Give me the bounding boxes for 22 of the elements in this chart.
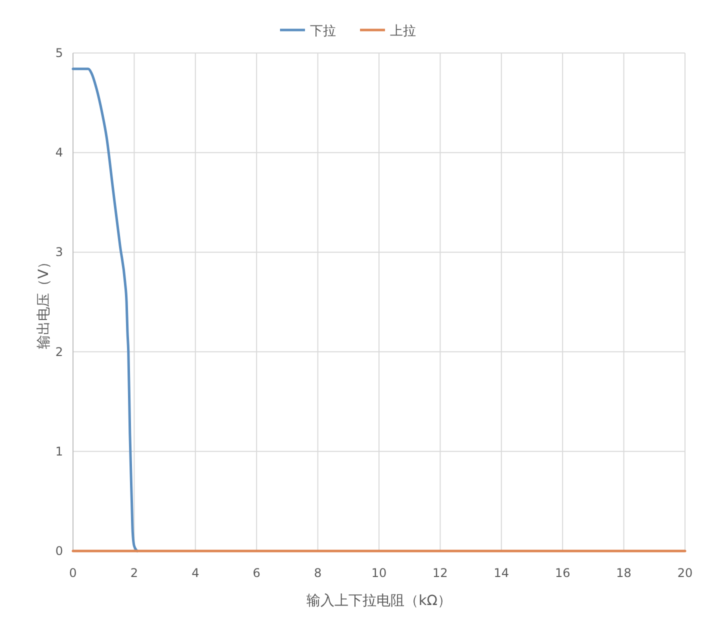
y-tick-label: 3: [55, 245, 63, 260]
y-tick-label: 5: [55, 46, 63, 60]
legend-label: 下拉: [310, 24, 336, 39]
x-axis-title: 输入上下拉电阻（kΩ）: [306, 593, 452, 609]
legend-label: 上拉: [390, 24, 416, 39]
y-axis-title: 输出电压（V）: [36, 255, 52, 349]
y-tick-label: 1: [55, 444, 63, 458]
x-tick-label: 18: [616, 566, 632, 580]
x-tick-label: 4: [192, 566, 200, 580]
x-tick-label: 0: [69, 566, 77, 580]
y-tick-label: 4: [55, 146, 63, 160]
y-tick-label: 2: [55, 344, 63, 359]
x-tick-label: 6: [252, 566, 260, 580]
x-tick-label: 12: [432, 566, 448, 580]
x-tick-label: 14: [494, 566, 510, 580]
y-tick-label: 0: [55, 544, 63, 558]
x-tick-label: 2: [130, 566, 138, 580]
x-tick-label: 10: [371, 566, 387, 580]
x-tick-label: 20: [677, 566, 693, 580]
x-tick-label: 16: [554, 566, 570, 580]
x-tick-label: 8: [314, 566, 322, 580]
line-series: [72, 68, 139, 552]
